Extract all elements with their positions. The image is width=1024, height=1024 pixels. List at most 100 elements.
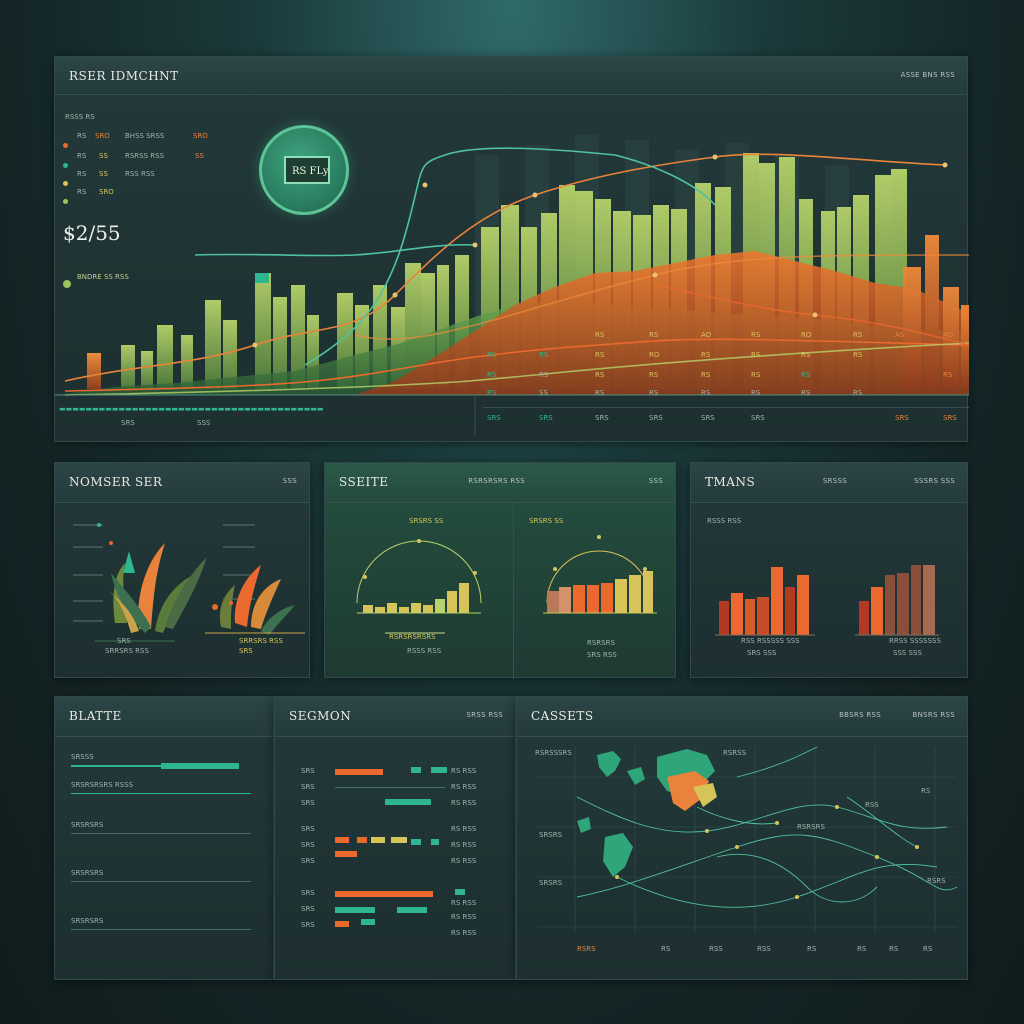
site-meta-b[interactable]: SSS xyxy=(648,477,663,485)
table-row: SRS SRS SRS SRS SRS SRS SRS SRS xyxy=(483,407,969,422)
blatte-row-label: SRSSS xyxy=(71,753,94,761)
table-cell: SRS xyxy=(701,414,715,422)
table-cell: RS xyxy=(701,389,711,397)
site-tag: SRSRS SS xyxy=(409,517,444,525)
world-map xyxy=(537,746,958,933)
blatte-bar xyxy=(71,881,251,882)
segmon-line xyxy=(335,787,445,788)
map-continents xyxy=(577,749,717,877)
nomser-meta[interactable]: SSS xyxy=(282,477,297,485)
blatte-row[interactable]: SRSRSRSRS RSSS xyxy=(71,781,261,801)
table-cell: RS xyxy=(595,389,605,397)
big-value: $2/55 xyxy=(63,221,121,245)
segmon-bar xyxy=(411,767,421,773)
sub-label-text: BNDRE SS RSS xyxy=(77,273,129,281)
orange-bars xyxy=(87,235,969,389)
legend-tag: RSRSS RSS xyxy=(125,152,165,160)
map-label: RSRSRS xyxy=(797,823,825,831)
map-x-tick: RS xyxy=(857,945,867,953)
table-cell: RS xyxy=(649,389,659,397)
legend-value: SS xyxy=(99,152,108,160)
legend-label: RS xyxy=(77,152,87,160)
cassets-panel: CASSETS BBSRS RSS BNSRS RSS xyxy=(516,696,968,980)
tmans-tag: RSSS RSS xyxy=(707,517,742,525)
table-cell: RS xyxy=(487,389,497,397)
map-x-tick: RS xyxy=(889,945,899,953)
nomser-footer-c: SRRSRS RSS xyxy=(239,637,283,645)
legend-item[interactable]: RS SS RSRSS RSS SS xyxy=(63,152,204,172)
site-gauge-left xyxy=(356,539,482,634)
blatte-bar-highlight xyxy=(161,763,239,769)
badge-circle[interactable]: RS FLy xyxy=(259,125,349,215)
segmon-bar xyxy=(335,837,349,843)
legend-label: RS xyxy=(77,132,87,140)
badge-chip-icon xyxy=(284,156,330,184)
blatte-row[interactable]: SRSRSRS xyxy=(71,869,261,889)
main-revenue-panel: RSER IDMCHNT ASSE BNS RSS RS SRO BHSS SR… xyxy=(54,56,970,442)
segmon-right-label: RS RSS xyxy=(451,799,477,807)
blatte-row-label: SRSRSRS xyxy=(71,917,104,925)
blatte-bar xyxy=(71,833,251,834)
table-cell: RS xyxy=(539,371,549,379)
tmans-meta-b[interactable]: SSSRS SSS xyxy=(914,477,955,485)
segmon-bar xyxy=(361,919,375,925)
x-tick-label: SRS xyxy=(121,419,135,427)
map-x-tick: RS xyxy=(923,945,933,953)
legend-item[interactable]: RS SRO xyxy=(63,188,114,208)
tmans-left-caption-b: SRS SSS xyxy=(747,649,777,657)
blatte-row-label: SRSRSRSRS RSSS xyxy=(71,781,134,789)
tmans-meta-a[interactable]: SRSSS xyxy=(822,477,847,485)
nomser-panel: NOMSER SER SSS SRS SRRSRS RSS SRRSRS RSS… xyxy=(54,462,310,678)
x-tick-label: SSS xyxy=(197,419,211,427)
status-dot-icon xyxy=(63,280,71,288)
segmon-right-label: RS RSS xyxy=(451,857,477,865)
tmans-left-caption-a: RSS RSSSSS SSS xyxy=(741,637,800,645)
segmon-right-label: RS RSS xyxy=(451,783,477,791)
site-panel: SSEITE RSRSRSRS RSS SSS SRSRS SS RSRSRSR… xyxy=(324,462,676,679)
site-title: SSEITE xyxy=(339,475,389,489)
tmans-title: TMANS xyxy=(705,475,756,489)
segmon-row-label: SRS xyxy=(301,857,315,865)
site-divider xyxy=(513,503,514,679)
accent-bar xyxy=(255,273,269,283)
segmon-meta[interactable]: SRSS RSS xyxy=(466,711,503,719)
top-note: RSSS RS xyxy=(65,113,95,121)
segmon-bar xyxy=(335,907,375,913)
site-meta-a[interactable]: RSRSRSRS RSS xyxy=(468,477,525,485)
table-cell: RS xyxy=(649,331,659,339)
table-cell: RO xyxy=(801,331,812,339)
segmon-row-label: SRS xyxy=(301,921,315,929)
cassets-meta-a[interactable]: BBSRS RSS xyxy=(839,711,881,719)
map-label: RSRS xyxy=(927,877,946,885)
tmans-right-caption-a: RRSS SSSSSSS xyxy=(889,637,941,645)
segmon-bar xyxy=(335,851,357,857)
main-data-table: RS RS AO RS RO RS AS AO RS RS RS RO RS R… xyxy=(483,331,969,435)
segmon-header: SEGMON SRSS RSS xyxy=(275,697,515,737)
blatte-bar xyxy=(71,929,251,930)
site-right-tag: SRSRS SS xyxy=(529,517,564,525)
tmans-header: TMANS SRSSS SSSRS SSS xyxy=(691,463,967,503)
main-panel-meta[interactable]: ASSE BNS RSS xyxy=(900,71,955,79)
tmans-panel: TMANS SRSSS SSSRS SSS RSSS RSS RSS RSSSS… xyxy=(690,462,968,678)
legend-item[interactable]: RS SRO BHSS SRSS SRO xyxy=(63,132,208,152)
blatte-row-label: SRSRSRS xyxy=(71,869,104,877)
blatte-panel: BLATTE SRSSS SRSRSRSRS RSSS SRSRSRS SRSR… xyxy=(54,696,274,980)
segmon-row-label: SRS xyxy=(301,905,315,913)
blatte-row[interactable]: SRSSS xyxy=(71,753,261,773)
nomser-footer-b: SRRSRS RSS xyxy=(105,647,149,655)
legend-value: SS xyxy=(99,170,108,178)
table-cell: RS xyxy=(853,331,863,339)
legend-item[interactable]: RS SS RSS RSS xyxy=(63,170,155,190)
blatte-row[interactable]: SRSRSRS xyxy=(71,917,261,937)
segmon-bar xyxy=(431,839,439,845)
table-cell: RS xyxy=(801,389,811,397)
map-x-tick: RS xyxy=(807,945,817,953)
table-cell: RS xyxy=(801,351,811,359)
trend-lines xyxy=(64,147,970,396)
blatte-row[interactable]: SRSRSRS xyxy=(71,821,261,841)
segmon-bar xyxy=(335,769,383,775)
segmon-bar xyxy=(335,921,349,927)
table-cell: RS xyxy=(751,331,761,339)
cassets-meta-b[interactable]: BNSRS RSS xyxy=(912,711,955,719)
x-tick-label: ▬▬▬▬▬▬▬▬▬▬▬▬▬▬▬▬▬▬▬▬▬▬▬▬▬▬▬▬▬▬▬▬▬▬▬▬▬▬▬▬ xyxy=(59,405,324,413)
